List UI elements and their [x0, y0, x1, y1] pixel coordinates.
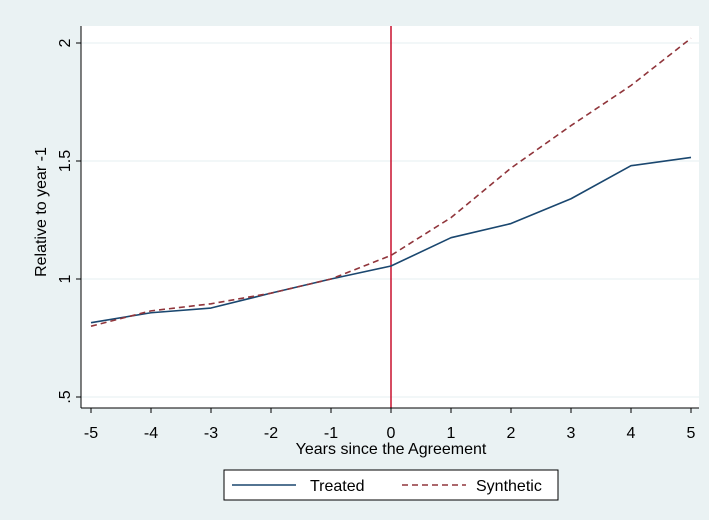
y-tick-label: 1.5 — [57, 150, 74, 172]
x-tick-label: 1 — [447, 425, 456, 442]
x-tick-label: 0 — [387, 425, 396, 442]
legend-label-synthetic: Synthetic — [476, 478, 542, 495]
x-tick-label: -4 — [144, 425, 158, 442]
x-tick-label: -2 — [264, 425, 278, 442]
y-tick-label: .5 — [57, 390, 74, 403]
x-tick-label: 2 — [507, 425, 516, 442]
series-line-treated — [90, 156, 692, 324]
y-tick-label: 1 — [57, 274, 74, 283]
legend: Treated Synthetic — [223, 469, 559, 501]
series-lines — [90, 37, 692, 327]
plot-area — [81, 26, 699, 408]
x-axis-title: Years since the Agreement — [296, 441, 487, 458]
x-tick-label: -1 — [324, 425, 338, 442]
x-tick-label: 5 — [687, 425, 696, 442]
gridlines — [81, 42, 699, 398]
x-tick-label: -3 — [204, 425, 218, 442]
x-tick-label: 4 — [627, 425, 636, 442]
x-tick-label: 3 — [567, 425, 576, 442]
y-axis-title: Relative to year -1 — [33, 147, 50, 277]
legend-box — [223, 469, 559, 501]
x-tick-label: -5 — [84, 425, 98, 442]
legend-label-treated: Treated — [310, 478, 365, 495]
axes: -5 -4 -3 -2 -1 0 1 2 3 4 5 .5 1 1.5 2 — [57, 26, 699, 442]
y-tick-label: 2 — [57, 38, 74, 47]
series-line-synthetic — [90, 37, 692, 327]
